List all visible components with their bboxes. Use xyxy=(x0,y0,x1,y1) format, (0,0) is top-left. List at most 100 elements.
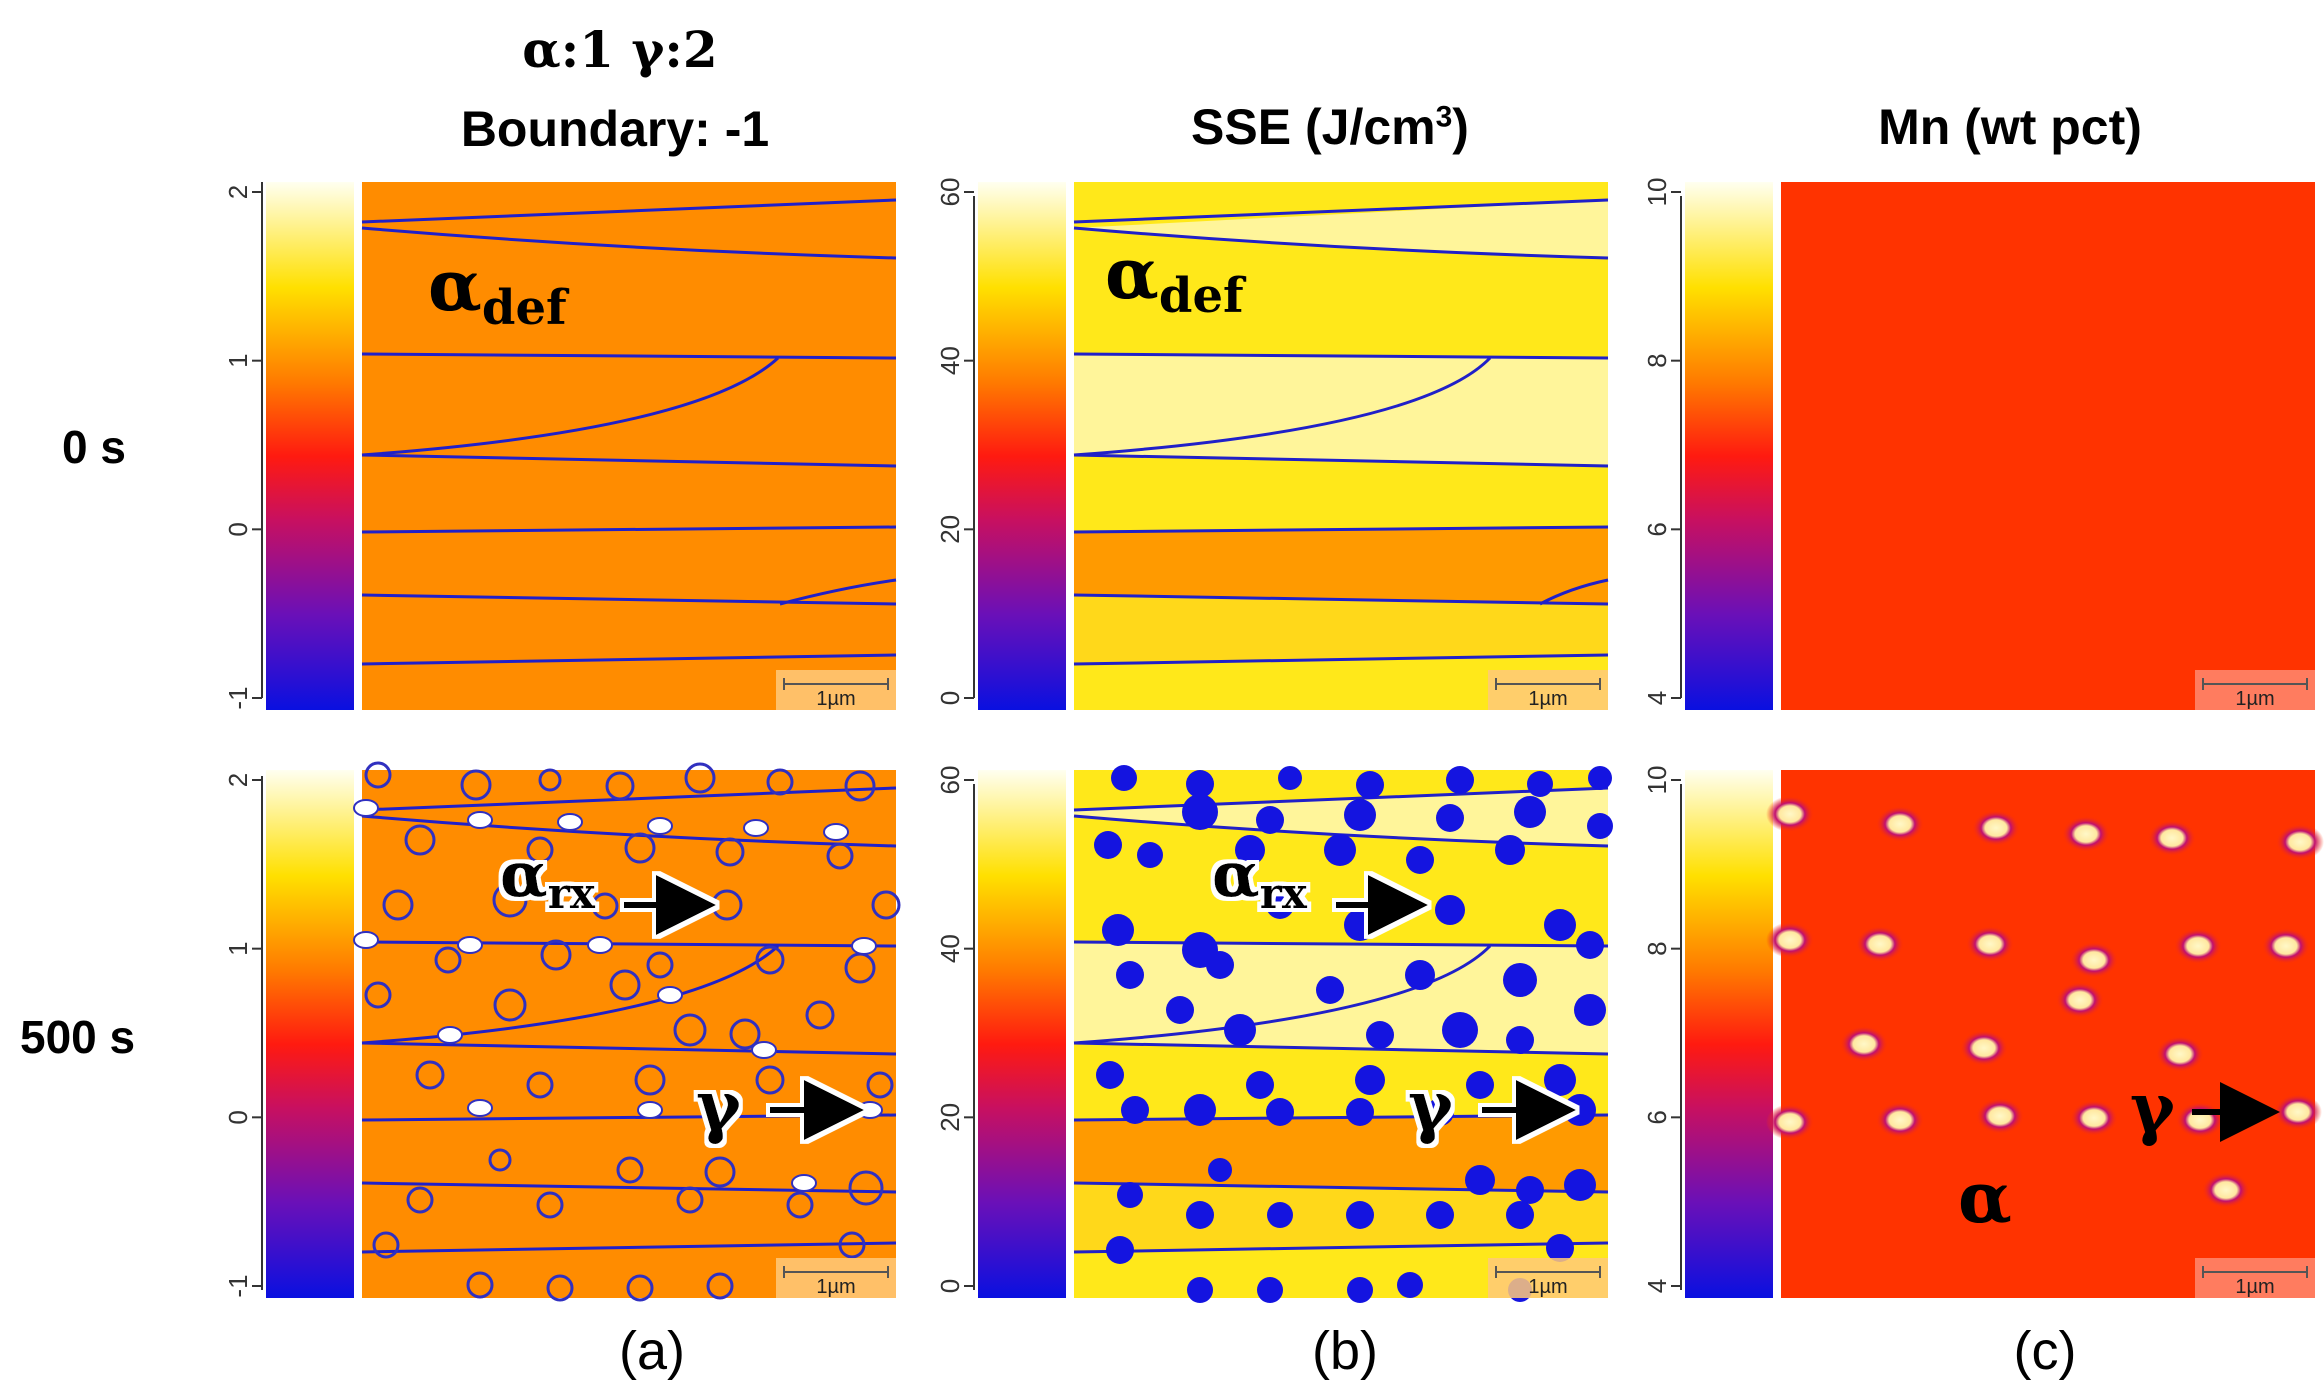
rx-nucleus-dot xyxy=(1516,1176,1544,1204)
gamma-particle xyxy=(437,1026,463,1044)
colorbar-tick-label: 40 xyxy=(935,934,965,963)
rx-nucleus-ring xyxy=(526,836,554,864)
rx-nucleus-dot xyxy=(1094,831,1122,859)
rx-nucleus-dot xyxy=(1506,1026,1534,1054)
rx-nucleus-dot xyxy=(1466,1071,1494,1099)
rx-nucleus-ring xyxy=(364,981,392,1009)
rx-nucleus-ring xyxy=(676,1186,704,1214)
rx-nucleus-dot xyxy=(1527,771,1553,797)
gamma-particle xyxy=(467,811,493,829)
gamma-particle xyxy=(587,936,613,954)
rx-nucleus-ring xyxy=(715,837,745,867)
rx-nucleus-dot xyxy=(1235,835,1265,865)
gamma-particle xyxy=(637,1101,663,1119)
gamma-particle xyxy=(457,936,483,954)
colorbar-tick-label: 0 xyxy=(935,1279,965,1293)
rx-nucleus-dot xyxy=(1347,1277,1373,1303)
colorbar-b-bottom xyxy=(973,770,1066,1298)
rx-nucleus-dot xyxy=(1121,1096,1149,1124)
rx-nucleus-ring xyxy=(704,1156,736,1188)
mn-enriched-spot xyxy=(2156,1036,2204,1072)
scalebar-label: 1µm xyxy=(1528,1276,1567,1298)
rx-nucleus-dot xyxy=(1111,765,1137,791)
colorbar-a-top xyxy=(261,182,354,710)
rx-nucleus-dot xyxy=(1366,1021,1394,1049)
rx-nucleus-ring xyxy=(616,1156,644,1184)
rx-nucleus-dot xyxy=(1514,796,1546,828)
rx-nucleus-dot xyxy=(1356,771,1384,799)
rx-nucleus-ring xyxy=(838,1231,866,1259)
mn-enriched-spot xyxy=(2276,824,2324,860)
rx-nucleus-dot xyxy=(1588,766,1612,790)
rx-nucleus-ring xyxy=(466,1271,494,1299)
mn-enriched-spot xyxy=(1856,926,1904,962)
mn-enriched-spot xyxy=(2174,928,2222,964)
colorbar-c-top xyxy=(1680,182,1773,710)
rx-nucleus-dot xyxy=(1446,766,1474,794)
sublabel-a: (a) xyxy=(619,1321,685,1381)
column-b-header-sup: 3 xyxy=(1435,100,1453,134)
rx-nucleus-ring xyxy=(866,1071,894,1099)
legend-header: α:1 γ:2 xyxy=(522,20,718,79)
rx-nucleus-ring xyxy=(406,1186,434,1214)
mn-enriched-spot xyxy=(2274,1094,2322,1130)
colorbar-tick-label: -1 xyxy=(223,1274,253,1297)
mn-enriched-spot xyxy=(1766,922,1814,958)
rx-nucleus-dot xyxy=(1546,1234,1574,1262)
rx-nucleus-ring xyxy=(786,1191,814,1219)
rx-nucleus-dot xyxy=(1266,1098,1294,1126)
column-b-header-suffix: ) xyxy=(1452,99,1469,155)
gamma-particle xyxy=(353,799,379,817)
rx-nucleus-dot xyxy=(1344,799,1376,831)
mn-enriched-spot xyxy=(2056,982,2104,1018)
rx-nucleus-dot xyxy=(1397,1272,1423,1298)
colorbar-tick-label: 40 xyxy=(935,346,965,375)
rx-nucleus-ring xyxy=(540,939,572,971)
mn-enriched-spot xyxy=(1960,1030,2008,1066)
gamma-particle xyxy=(851,937,877,955)
colorbar-tick-label: 6 xyxy=(1642,1110,1672,1124)
column-a-header: Boundary: -1 xyxy=(460,101,770,157)
scalebar-label: 1µm xyxy=(1528,688,1567,710)
gamma-annotation-a: γ xyxy=(696,1067,864,1147)
panel-a-0s: 1µm αdef xyxy=(361,182,897,710)
colorbar-tick-label: 10 xyxy=(1642,766,1672,795)
mn-enriched-spot xyxy=(2176,1102,2224,1138)
rx-nucleus-dot xyxy=(1116,961,1144,989)
rx-nucleus-ring xyxy=(526,1071,554,1099)
panel-b-0s: 1µm αdef xyxy=(1073,182,1609,710)
mn-enriched-spot xyxy=(2262,928,2310,964)
gamma-particle xyxy=(791,1174,817,1192)
colorbar-tick-label: 4 xyxy=(1642,1279,1672,1293)
gamma-annotation-b: γ xyxy=(1408,1067,1576,1147)
colorbar-tick-label: 60 xyxy=(935,766,965,795)
panel-b-500s: 1µm αrx γ xyxy=(1073,765,1613,1303)
rx-nucleus-dot xyxy=(1346,1098,1374,1126)
rx-nucleus-ring xyxy=(848,1170,884,1206)
rx-nucleus-ring xyxy=(755,1065,785,1095)
mn-enriched-spot xyxy=(1966,926,2014,962)
alpha-def-label-a: αdef xyxy=(428,244,570,336)
rx-nucleus-dot xyxy=(1256,806,1284,834)
rx-nucleus-dot xyxy=(1564,1094,1596,1126)
colorbar-tick-label: 0 xyxy=(223,522,253,536)
sublabel-b: (b) xyxy=(1312,1321,1378,1381)
rx-nucleus-ring xyxy=(755,945,785,975)
rx-nucleus-dot xyxy=(1208,1158,1232,1182)
colorbar-tick-label: 60 xyxy=(935,178,965,207)
gamma-particle xyxy=(557,813,583,831)
rx-nucleus-ring xyxy=(766,768,794,796)
mn-enriched-spot xyxy=(1876,806,1924,842)
rx-nucleus-dot xyxy=(1346,1201,1374,1229)
scalebar-label: 1µm xyxy=(816,688,855,710)
colorbar-tick-label: 10 xyxy=(1642,178,1672,207)
rx-nucleus-dot xyxy=(1316,976,1344,1004)
rx-nucleus-dot xyxy=(1186,1201,1214,1229)
gamma-particle xyxy=(467,1099,493,1117)
colorbar-tick-label: -1 xyxy=(223,686,253,709)
alpha-rx-annotation-b: αrx xyxy=(1212,838,1428,935)
colorbar-tick-label: 1 xyxy=(223,353,253,367)
rx-nucleus-ring xyxy=(493,988,527,1022)
